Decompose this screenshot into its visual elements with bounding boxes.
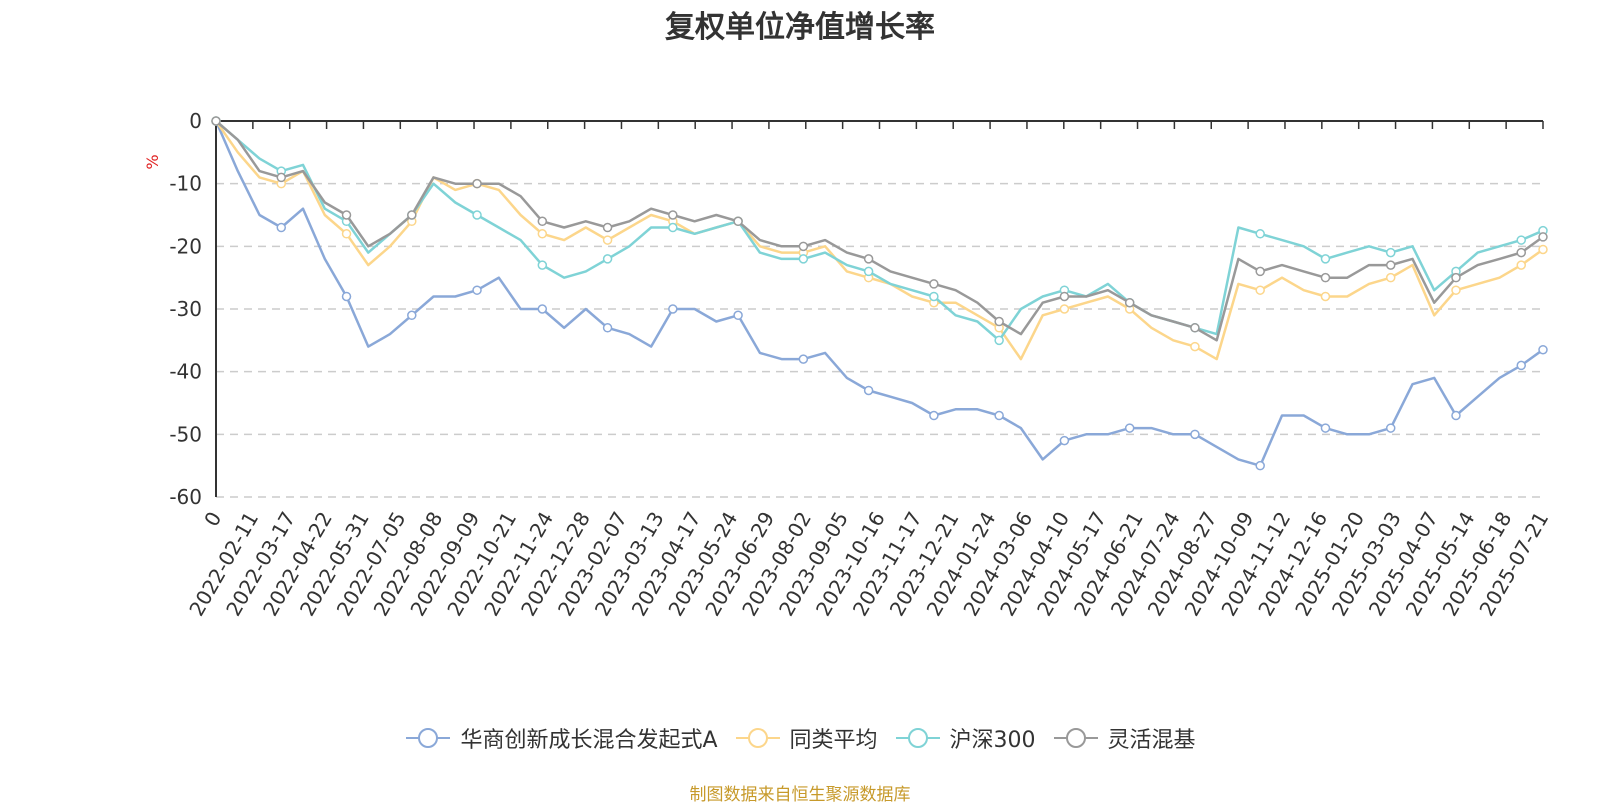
series-line [214,120,1544,361]
legend-item[interactable]: 华商创新成长混合发起式A [404,722,718,754]
legend-label: 华商创新成长混合发起式A [460,728,718,753]
series-point [1516,260,1526,270]
series-point [798,241,809,252]
legend-label: 灵活混基 [1107,728,1196,753]
y-tick-label: -20 [169,234,202,258]
legend-item[interactable]: 沪深300 [894,722,1036,754]
series-point [1320,272,1331,283]
series-point [1451,410,1461,421]
series-point [1385,260,1396,270]
series-point [537,260,548,270]
series-point [1059,435,1070,446]
legend-marker-icon [1053,728,1098,748]
x-tick-label: 0 [199,508,226,531]
series-point [602,222,613,233]
y-axis-label: % [143,154,162,169]
series-point [276,172,287,183]
series-point [1320,423,1331,433]
series-point [537,229,548,239]
series-point [929,291,939,302]
y-tick-label: 0 [189,109,202,133]
series-point [1320,254,1331,264]
series-point [472,285,482,295]
chart-title: 复权单位净值增长率 [665,10,935,45]
series-point [341,291,352,302]
series-point [537,304,548,314]
series-point [1255,460,1265,471]
series-point [1190,323,1200,333]
series-point [994,335,1004,346]
series-point [1255,285,1265,295]
y-tick-label: -50 [169,422,202,446]
series-point [1255,266,1265,277]
series-point [733,216,743,227]
series-point [1516,360,1526,371]
series-point [1451,272,1461,283]
series-point [1385,247,1396,258]
series-point [863,254,874,264]
series-point [1124,297,1135,308]
legend-label: 沪深300 [949,728,1036,753]
series-point [1190,429,1200,440]
series-point [994,410,1004,421]
y-tick-label: -40 [169,360,202,384]
series-point [1255,229,1265,239]
y-tick-label: -30 [169,297,202,321]
series-point [1451,285,1461,295]
series-point [1320,291,1331,302]
series-point [1385,272,1396,283]
legend-item[interactable]: 灵活混基 [1052,722,1196,754]
series-point [1538,244,1548,255]
series-point [798,254,809,264]
legend-item[interactable]: 同类平均 [734,722,878,754]
legend-label: 同类平均 [789,728,878,753]
series-point [341,210,352,220]
series-point [863,385,874,396]
y-tick-label: -60 [169,485,202,509]
series-point [602,323,613,333]
series-point [472,210,482,220]
series-point [1516,247,1526,258]
series-point [1385,423,1396,433]
series-point [1190,341,1200,352]
series-point [276,222,287,233]
series-point [1538,232,1548,242]
series-point [929,410,939,421]
series-point [668,222,678,233]
series-point [407,210,417,220]
series-point [798,354,809,364]
series-line [215,120,1544,342]
series-point [341,229,352,239]
series-point [1124,423,1135,433]
series-point [602,235,613,245]
series-point [407,310,417,321]
series-line [215,120,1544,342]
series-point [1516,235,1526,245]
series-point [1059,291,1070,302]
legend-marker-icon [735,728,780,748]
series-point [668,304,678,314]
series-point [1059,304,1070,314]
legend: 华商创新成长混合发起式A 同类平均 沪深300 灵活混基 [0,722,1600,754]
series-point [929,279,939,289]
series-point [994,316,1004,327]
series-point [472,178,482,189]
chart-svg: 0-10-20-30-40-50-60%02022-02-112022-03-1… [143,109,1553,620]
series-point [863,266,874,277]
series-line [214,120,1544,467]
legend-marker-icon [406,728,451,748]
series-point [602,254,613,264]
source-note: 制图数据来自恒生聚源数据库 [689,785,911,805]
series-point [537,216,548,227]
series-point [733,310,743,321]
legend-marker-icon [895,728,940,748]
series-point [211,116,221,126]
series-point [668,210,678,220]
y-tick-label: -10 [169,172,202,196]
series-point [1538,344,1548,355]
